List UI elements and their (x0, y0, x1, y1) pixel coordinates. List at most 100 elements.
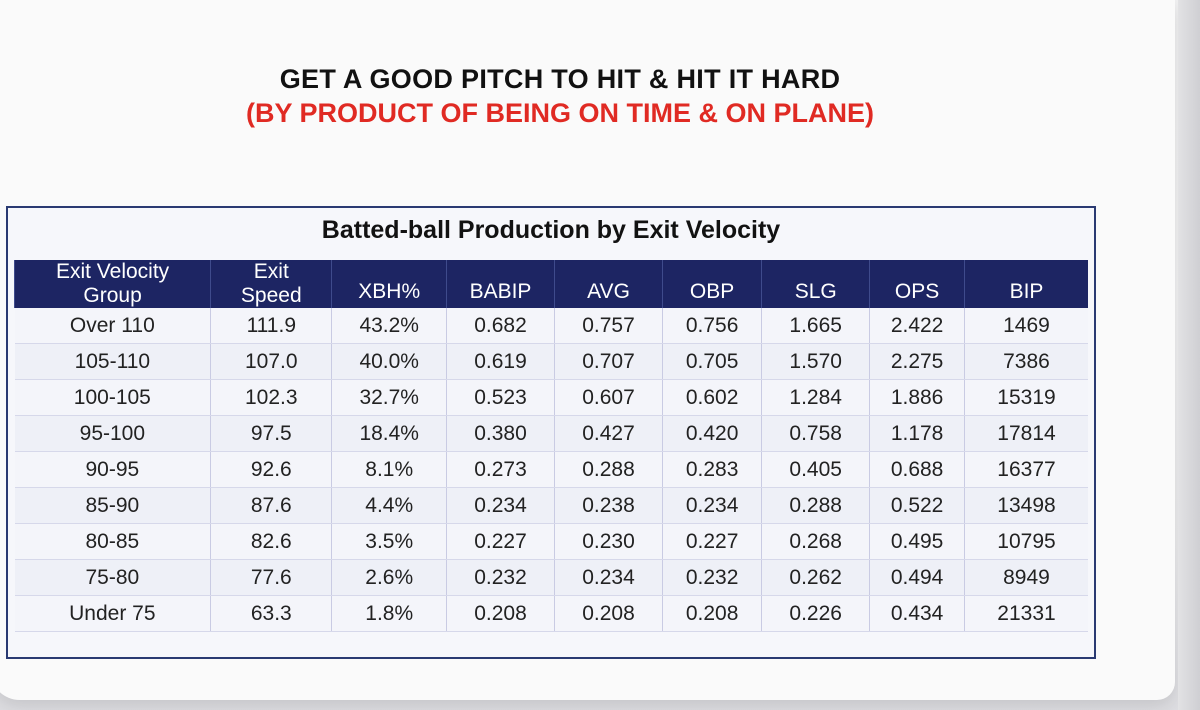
cell-xbh: 43.2% (331, 308, 447, 344)
stats-table: Exit Velocity Group Exit Speed XBH% BABI… (13, 260, 1088, 632)
cell-avg: 0.230 (554, 523, 663, 560)
stats-table-panel: Batted-ball Production by Exit Velocity … (6, 206, 1096, 659)
cell-ops: 1.886 (869, 379, 965, 416)
cell-xbh: 1.8% (331, 595, 447, 632)
header-speed-line1: Exit (253, 260, 289, 283)
cell-speed: 102.3 (210, 379, 332, 416)
cell-bip: 10795 (963, 523, 1088, 560)
cell-avg: 0.234 (554, 559, 663, 596)
cell-avg: 0.238 (554, 487, 663, 524)
cell-group: 85-90 (14, 487, 211, 524)
cell-avg: 0.707 (554, 343, 663, 380)
cell-group: 95-100 (14, 415, 211, 452)
table-row: 75-80 77.6 2.6% 0.232 0.234 0.232 0.262 … (14, 559, 1088, 596)
header-obp: OBP (662, 260, 762, 308)
table-row: 105-110 107.0 40.0% 0.619 0.707 0.705 1.… (14, 343, 1088, 380)
cell-group: 100-105 (14, 379, 211, 416)
header-bip: BIP (963, 260, 1088, 308)
cell-avg: 0.757 (554, 308, 663, 344)
cell-obp: 0.234 (662, 487, 762, 524)
cell-ops: 0.688 (869, 451, 965, 488)
table-body: Over 110 111.9 43.2% 0.682 0.757 0.756 1… (14, 308, 1088, 632)
cell-obp: 0.420 (662, 415, 762, 452)
slide: GET A GOOD PITCH TO HIT & HIT IT HARD (B… (0, 0, 1175, 700)
cell-slg: 1.570 (761, 343, 870, 380)
cell-avg: 0.208 (554, 595, 663, 632)
cell-babip: 0.682 (446, 308, 555, 344)
cell-speed: 77.6 (210, 559, 332, 596)
slide-title: GET A GOOD PITCH TO HIT & HIT IT HARD (279, 64, 841, 94)
cell-avg: 0.607 (554, 379, 663, 416)
cell-xbh: 18.4% (331, 415, 447, 452)
screen-bezel (1178, 0, 1200, 710)
table-row: 95-100 97.5 18.4% 0.380 0.427 0.420 0.75… (14, 415, 1088, 452)
table-row: 85-90 87.6 4.4% 0.234 0.238 0.234 0.288 … (14, 487, 1088, 524)
cell-speed: 87.6 (210, 487, 332, 524)
cell-slg: 0.262 (761, 559, 870, 596)
table-header-row: Exit Velocity Group Exit Speed XBH% BABI… (13, 260, 1088, 308)
cell-obp: 0.756 (662, 308, 762, 344)
cell-babip: 0.380 (446, 415, 555, 452)
cell-group: 105-110 (14, 343, 211, 380)
cell-bip: 17814 (963, 415, 1088, 452)
header-avg: AVG (554, 260, 663, 308)
cell-obp: 0.232 (662, 559, 762, 596)
table-row: Under 75 63.3 1.8% 0.208 0.208 0.208 0.2… (14, 595, 1088, 632)
cell-ops: 2.422 (869, 308, 965, 344)
cell-obp: 0.705 (662, 343, 762, 380)
slide-subtitle: (BY PRODUCT OF BEING ON TIME & ON PLANE) (245, 98, 874, 128)
cell-bip: 8949 (963, 559, 1088, 596)
cell-bip: 7386 (963, 343, 1088, 380)
cell-group: 80-85 (14, 523, 211, 560)
table-row: 100-105 102.3 32.7% 0.523 0.607 0.602 1.… (14, 379, 1088, 416)
cell-slg: 0.226 (761, 595, 870, 632)
cell-babip: 0.619 (446, 343, 555, 380)
cell-group: 90-95 (14, 451, 211, 488)
cell-speed: 97.5 (210, 415, 332, 452)
header-exit-speed: Exit Speed (210, 260, 332, 308)
cell-group: Over 110 (14, 308, 211, 344)
header-group-line1: Exit Velocity (55, 260, 170, 283)
header-speed-line2: Speed (240, 284, 302, 307)
cell-speed: 63.3 (210, 595, 332, 632)
cell-xbh: 8.1% (331, 451, 447, 488)
table-row: Over 110 111.9 43.2% 0.682 0.757 0.756 1… (14, 308, 1088, 344)
header-slg: SLG (761, 260, 870, 308)
cell-bip: 13498 (963, 487, 1088, 524)
header-xbh: XBH% (331, 260, 447, 308)
cell-avg: 0.427 (554, 415, 663, 452)
cell-slg: 0.405 (761, 451, 870, 488)
cell-babip: 0.523 (446, 379, 555, 416)
cell-bip: 16377 (963, 451, 1088, 488)
cell-babip: 0.273 (446, 451, 555, 488)
cell-xbh: 4.4% (331, 487, 447, 524)
cell-slg: 0.268 (761, 523, 870, 560)
cell-speed: 92.6 (210, 451, 332, 488)
cell-bip: 21331 (963, 595, 1088, 632)
cell-avg: 0.288 (554, 451, 663, 488)
cell-ops: 0.494 (869, 559, 965, 596)
cell-group: 75-80 (14, 559, 211, 596)
cell-xbh: 3.5% (331, 523, 447, 560)
table-row: 80-85 82.6 3.5% 0.227 0.230 0.227 0.268 … (14, 523, 1088, 560)
cell-ops: 2.275 (869, 343, 965, 380)
cell-babip: 0.232 (446, 559, 555, 596)
cell-slg: 0.288 (761, 487, 870, 524)
cell-xbh: 2.6% (331, 559, 447, 596)
cell-obp: 0.227 (662, 523, 762, 560)
cell-ops: 0.522 (869, 487, 965, 524)
cell-speed: 107.0 (210, 343, 332, 380)
cell-slg: 1.284 (761, 379, 870, 416)
cell-ops: 0.495 (869, 523, 965, 560)
cell-obp: 0.208 (662, 595, 762, 632)
table-row: 90-95 92.6 8.1% 0.273 0.288 0.283 0.405 … (14, 451, 1088, 488)
header-babip: BABIP (446, 260, 555, 308)
cell-bip: 1469 (963, 308, 1088, 344)
cell-speed: 82.6 (210, 523, 332, 560)
cell-ops: 1.178 (869, 415, 965, 452)
cell-speed: 111.9 (210, 308, 332, 344)
cell-babip: 0.234 (446, 487, 555, 524)
cell-group: Under 75 (14, 595, 211, 632)
header-exit-velocity-group: Exit Velocity Group (13, 260, 211, 308)
